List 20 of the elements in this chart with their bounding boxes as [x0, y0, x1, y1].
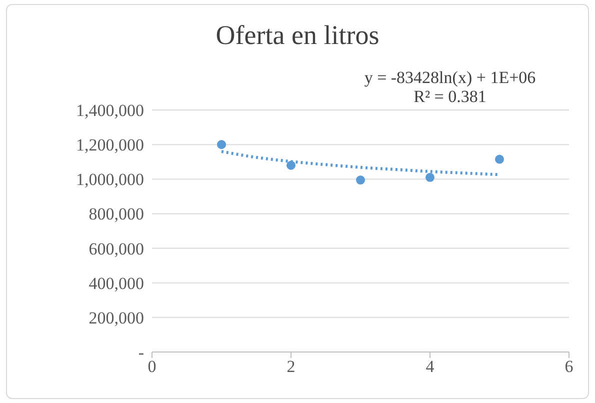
point: [286, 160, 296, 170]
text: y = -83428ln(x) + 1E+06: [363, 68, 537, 87]
chart-title: Oferta en litros: [214, 20, 380, 51]
y-tick-label: 400,000: [88, 274, 144, 293]
y-tick-label: -: [138, 343, 144, 362]
point: [425, 172, 435, 182]
point: [216, 140, 226, 150]
y-tick-label: 1,000,000: [76, 170, 144, 190]
x-tick-label: 6: [564, 357, 574, 376]
x-tick-label: 4: [426, 357, 435, 376]
y-tick-label: 1,400,000: [76, 101, 144, 120]
x-tick-label: 0: [148, 357, 156, 376]
y-tick-label: 1,200,000: [76, 136, 144, 155]
y-tick-label: 200,000: [88, 308, 144, 328]
text: R² = 0.381: [412, 87, 488, 106]
point: [356, 176, 366, 185]
y-tick-label: 800,000: [88, 204, 144, 224]
point: [494, 154, 504, 164]
y-tick-label: 600,000: [88, 239, 144, 258]
x-tick-label: 2: [286, 357, 296, 376]
